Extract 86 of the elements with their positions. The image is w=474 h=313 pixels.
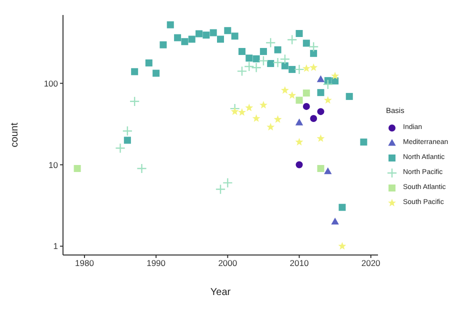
point (324, 77, 332, 84)
x-tick-label: 1980 (75, 258, 94, 268)
x-tick-label: 2000 (218, 258, 238, 268)
y-axis-title: count (10, 122, 21, 148)
point (310, 63, 318, 71)
point (317, 89, 324, 96)
point (295, 138, 304, 146)
point (288, 91, 296, 99)
point (317, 108, 324, 116)
y-tick-label: 10 (48, 160, 58, 170)
point (260, 48, 267, 55)
point (294, 64, 304, 75)
point (217, 36, 224, 43)
x-tick-label: 2010 (290, 258, 309, 268)
point (265, 38, 276, 48)
point (230, 107, 239, 115)
point (222, 178, 233, 188)
point (124, 136, 131, 144)
point (296, 96, 303, 104)
point (316, 75, 325, 82)
point (122, 126, 133, 136)
y-tick-label: 100 (44, 78, 58, 88)
point (281, 62, 288, 70)
point (196, 30, 203, 38)
point (238, 108, 246, 116)
point (274, 46, 282, 54)
point (115, 142, 126, 154)
point (331, 72, 340, 80)
point (296, 161, 303, 168)
point (288, 66, 296, 73)
point (210, 29, 217, 36)
point (224, 27, 232, 34)
point (272, 57, 283, 68)
point (74, 164, 81, 172)
point (202, 32, 210, 39)
point (302, 40, 310, 47)
point (295, 118, 304, 126)
point (308, 42, 319, 52)
x-tick-label: 2020 (361, 258, 381, 268)
point (338, 242, 346, 250)
point (131, 68, 138, 76)
point (280, 54, 290, 64)
point (136, 163, 147, 174)
point (252, 114, 260, 122)
point (174, 34, 182, 42)
point (246, 54, 253, 62)
point (296, 30, 303, 37)
point (160, 41, 167, 48)
point (310, 114, 318, 122)
point (238, 48, 246, 55)
point (266, 122, 275, 131)
point (152, 70, 160, 77)
point (286, 34, 298, 45)
point (324, 96, 332, 104)
point (259, 100, 268, 109)
point (231, 32, 238, 40)
x-tick-label: 1990 (146, 258, 166, 268)
point (145, 59, 152, 66)
point (244, 61, 254, 72)
point (245, 104, 254, 112)
point (267, 60, 274, 68)
point (317, 164, 324, 172)
point (129, 96, 140, 107)
point (215, 184, 226, 194)
point (360, 138, 368, 146)
point (252, 55, 260, 62)
x-axis-title: Year (210, 287, 232, 298)
point (310, 50, 318, 57)
point (280, 86, 289, 94)
point (338, 204, 346, 211)
point (181, 38, 188, 46)
y-tick-label: 1 (53, 241, 58, 252)
point (322, 79, 334, 90)
point (302, 102, 310, 110)
point (166, 21, 174, 28)
point (324, 167, 332, 174)
point (302, 64, 310, 72)
point (258, 56, 269, 66)
point (316, 134, 325, 142)
point (346, 92, 353, 100)
point (251, 62, 262, 73)
point (236, 66, 248, 76)
point (188, 36, 196, 43)
point (274, 115, 282, 123)
point (302, 90, 310, 97)
point (331, 218, 339, 224)
